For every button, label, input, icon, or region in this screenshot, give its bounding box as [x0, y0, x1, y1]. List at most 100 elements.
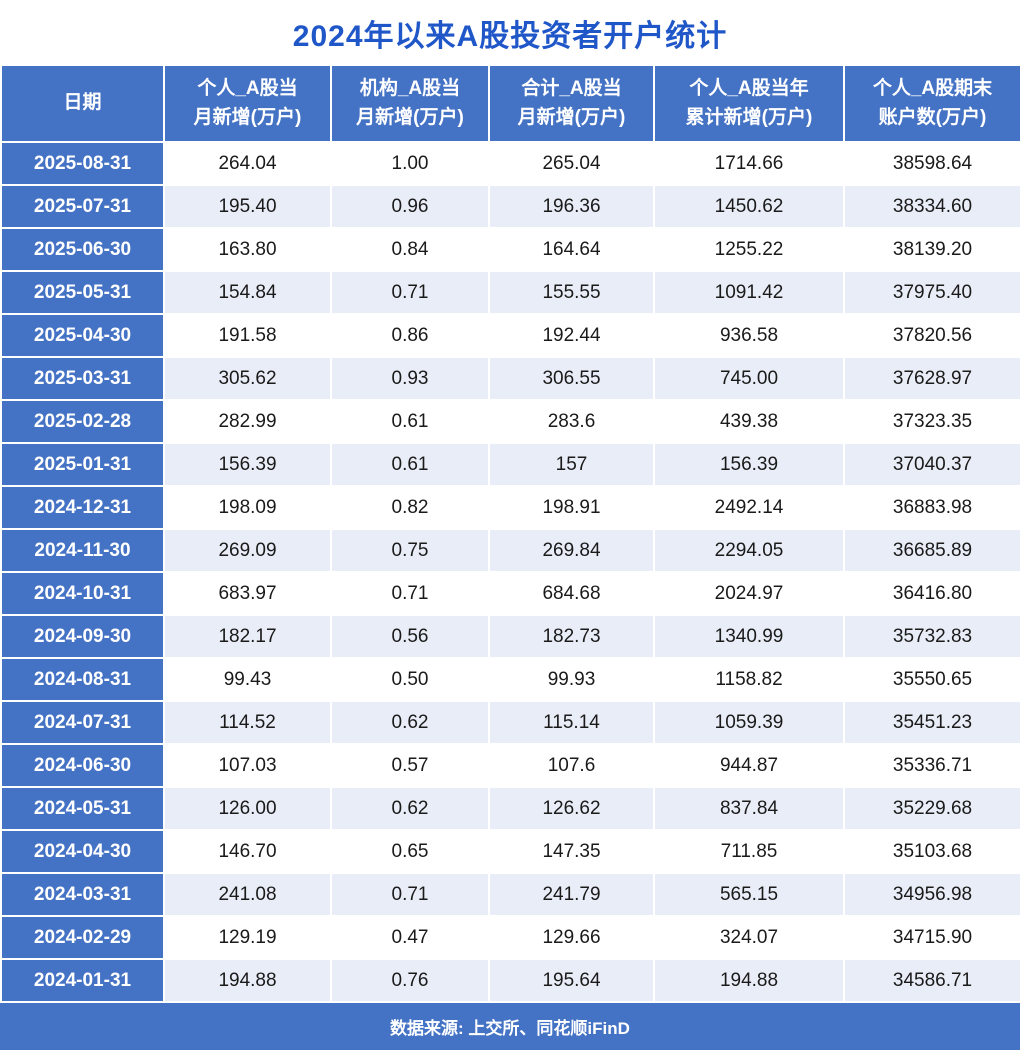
header-row: 日期 个人_A股当 月新增(万户) 机构_A股当 月新增(万户) 合计_A股当 …: [0, 64, 1020, 143]
value-cell: 745.00: [653, 356, 845, 401]
value-cell: 0.47: [330, 915, 490, 960]
table-row: 2024-07-31 114.52 0.62 115.14 1059.39 35451.2…: [0, 700, 1020, 745]
table-row: 2025-04-30 191.58 0.86 192.44 936.58 37820.56: [0, 313, 1020, 358]
data-source: 数据来源: 上交所、同花顺iFinD: [0, 1003, 1020, 1050]
value-cell: 182.17: [163, 614, 332, 659]
date-cell: 2024-09-30: [0, 614, 165, 659]
value-cell: 154.84: [163, 270, 332, 315]
value-cell: 157: [488, 442, 655, 487]
value-cell: 129.66: [488, 915, 655, 960]
table-row: 2024-08-31 99.43 0.50 99.93 1158.82 35550.65: [0, 657, 1020, 702]
value-cell: 264.04: [163, 141, 332, 186]
value-cell: 0.82: [330, 485, 490, 530]
value-cell: 38139.20: [843, 227, 1020, 272]
value-cell: 0.65: [330, 829, 490, 874]
value-cell: 241.79: [488, 872, 655, 917]
value-cell: 35451.23: [843, 700, 1020, 745]
header-line: 个人_A股当: [197, 78, 298, 99]
value-cell: 34956.98: [843, 872, 1020, 917]
header-line: 日期: [63, 92, 102, 114]
value-cell: 0.62: [330, 700, 490, 745]
value-cell: 38334.60: [843, 184, 1020, 229]
value-cell: 1450.62: [653, 184, 845, 229]
header-line: 账户数(万户): [878, 106, 987, 128]
value-cell: 2294.05: [653, 528, 845, 573]
table-row: 2024-03-31 241.08 0.71 241.79 565.15 34956.98: [0, 872, 1020, 917]
value-cell: 129.19: [163, 915, 332, 960]
value-cell: 283.6: [488, 399, 655, 444]
table-body: 2025-08-31 264.04 1.00 265.04 1714.66 38598.6…: [0, 141, 1020, 1003]
value-cell: 34715.90: [843, 915, 1020, 960]
table-row: 2024-12-31 198.09 0.82 198.91 2492.14 36883.9…: [0, 485, 1020, 530]
table-row: 2025-02-28 282.99 0.61 283.6 439.38 37323.35: [0, 399, 1020, 444]
table-row: 2025-08-31 264.04 1.00 265.04 1714.66 38598.6…: [0, 141, 1020, 186]
value-cell: 0.86: [330, 313, 490, 358]
value-cell: 198.09: [163, 485, 332, 530]
value-cell: 35732.83: [843, 614, 1020, 659]
value-cell: 107.03: [163, 743, 332, 788]
value-cell: 164.64: [488, 227, 655, 272]
value-cell: 944.87: [653, 743, 845, 788]
value-cell: 265.04: [488, 141, 655, 186]
value-cell: 38598.64: [843, 141, 1020, 186]
header-line: 月新增(万户): [356, 106, 464, 128]
value-cell: 126.62: [488, 786, 655, 831]
value-cell: 0.93: [330, 356, 490, 401]
header-line: 月新增(万户): [193, 106, 302, 128]
value-cell: 1255.22: [653, 227, 845, 272]
value-cell: 0.61: [330, 399, 490, 444]
value-cell: 156.39: [653, 442, 845, 487]
value-cell: 565.15: [653, 872, 845, 917]
table-row: 2025-06-30 163.80 0.84 164.64 1255.22 38139.2…: [0, 227, 1020, 272]
value-cell: 35336.71: [843, 743, 1020, 788]
table-row: 2024-09-30 182.17 0.56 182.73 1340.99 35732.8…: [0, 614, 1020, 659]
value-cell: 36416.80: [843, 571, 1020, 616]
col-header-individual-period-end-accounts: 个人_A股期末 账户数(万户): [843, 64, 1020, 143]
date-cell: 2025-02-28: [0, 399, 165, 444]
table-row: 2024-02-29 129.19 0.47 129.66 324.07 34715.90: [0, 915, 1020, 960]
value-cell: 195.64: [488, 958, 655, 1003]
col-header-individual-ytd-cumulative: 个人_A股当年 累计新增(万户): [653, 64, 845, 143]
date-cell: 2024-06-30: [0, 743, 165, 788]
value-cell: 684.68: [488, 571, 655, 616]
header-line: 累计新增(万户): [685, 106, 813, 128]
value-cell: 241.08: [163, 872, 332, 917]
col-header-individual-monthly-new: 个人_A股当 月新增(万户): [163, 64, 332, 143]
col-header-date: 日期: [0, 64, 165, 143]
value-cell: 1059.39: [653, 700, 845, 745]
value-cell: 0.84: [330, 227, 490, 272]
value-cell: 36883.98: [843, 485, 1020, 530]
value-cell: 156.39: [163, 442, 332, 487]
table-row: 2025-01-31 156.39 0.61 157 156.39 37040.37: [0, 442, 1020, 487]
value-cell: 0.57: [330, 743, 490, 788]
date-cell: 2025-03-31: [0, 356, 165, 401]
value-cell: 196.36: [488, 184, 655, 229]
date-cell: 2024-05-31: [0, 786, 165, 831]
value-cell: 107.6: [488, 743, 655, 788]
value-cell: 115.14: [488, 700, 655, 745]
value-cell: 194.88: [163, 958, 332, 1003]
value-cell: 0.50: [330, 657, 490, 702]
value-cell: 191.58: [163, 313, 332, 358]
date-cell: 2024-12-31: [0, 485, 165, 530]
value-cell: 194.88: [653, 958, 845, 1003]
value-cell: 439.38: [653, 399, 845, 444]
value-cell: 182.73: [488, 614, 655, 659]
value-cell: 36685.89: [843, 528, 1020, 573]
value-cell: 1158.82: [653, 657, 845, 702]
value-cell: 0.56: [330, 614, 490, 659]
value-cell: 37323.35: [843, 399, 1020, 444]
value-cell: 306.55: [488, 356, 655, 401]
table-row: 2025-03-31 305.62 0.93 306.55 745.00 37628.97: [0, 356, 1020, 401]
value-cell: 936.58: [653, 313, 845, 358]
value-cell: 37975.40: [843, 270, 1020, 315]
value-cell: 2492.14: [653, 485, 845, 530]
date-cell: 2025-06-30: [0, 227, 165, 272]
value-cell: 37628.97: [843, 356, 1020, 401]
value-cell: 0.71: [330, 270, 490, 315]
value-cell: 0.71: [330, 571, 490, 616]
date-cell: 2025-08-31: [0, 141, 165, 186]
value-cell: 305.62: [163, 356, 332, 401]
value-cell: 147.35: [488, 829, 655, 874]
